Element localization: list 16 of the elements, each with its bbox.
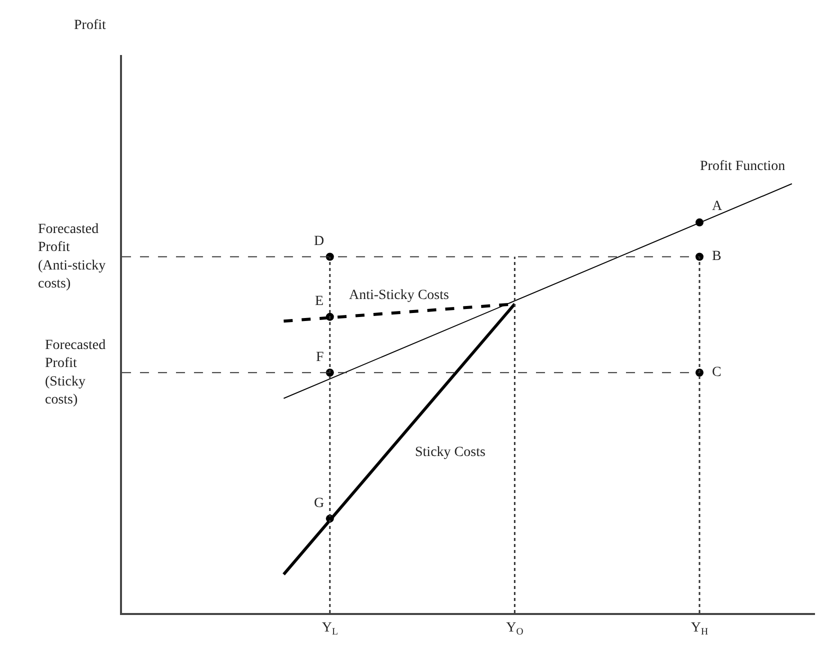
annotation: B bbox=[712, 249, 722, 264]
x-tick-label: Y$_{L}$ bbox=[322, 620, 338, 638]
x-tick-label: Y$_{H}$ bbox=[690, 620, 708, 638]
series-label: Profit Function bbox=[700, 159, 786, 174]
series-label: Anti-Sticky Costs bbox=[349, 288, 449, 303]
annotation: F bbox=[316, 350, 324, 365]
annotation: D bbox=[314, 234, 324, 249]
annotation: C bbox=[712, 365, 722, 380]
x-tick-label: Y$_{O}$ bbox=[506, 620, 524, 638]
series-label: Sticky Costs bbox=[415, 445, 486, 460]
annotation: E bbox=[315, 294, 324, 309]
text: Profit bbox=[74, 18, 106, 33]
ref-line-label: Forecasted Profit (Sticky costs) bbox=[45, 338, 106, 408]
ref-line-label: Forecasted Profit (Anti-sticky costs) bbox=[38, 222, 106, 292]
annotation: A bbox=[712, 199, 723, 214]
annotation: G bbox=[314, 496, 324, 511]
